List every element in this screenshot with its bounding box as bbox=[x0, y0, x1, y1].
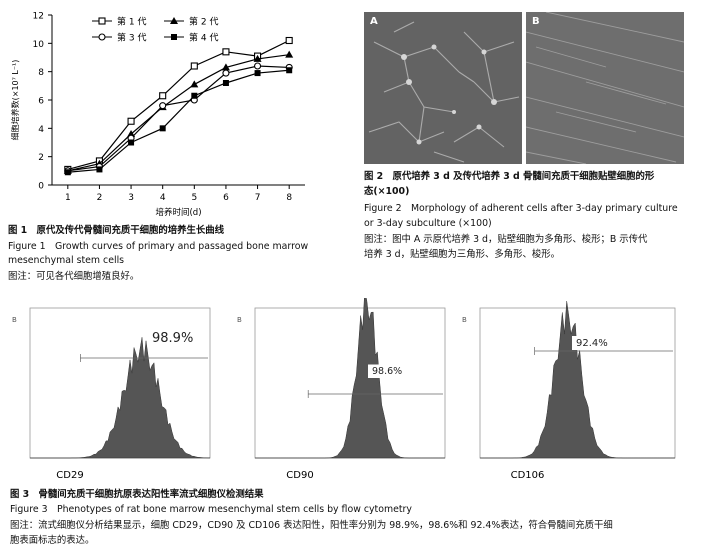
y-tick-label: 10 bbox=[33, 40, 45, 50]
percent-bg bbox=[148, 329, 195, 346]
legend-label: 第 1 代 bbox=[117, 16, 146, 28]
x-tick-label: 3 bbox=[128, 193, 134, 203]
marker-name: CD90 bbox=[286, 470, 313, 481]
micrograph-panel-b: B bbox=[526, 12, 684, 164]
marker-name: CD106 bbox=[511, 470, 545, 481]
square-marker bbox=[127, 117, 135, 125]
square-marker bbox=[98, 17, 106, 25]
panel-marker-label: B bbox=[237, 316, 242, 324]
x-tick-label: 8 bbox=[286, 193, 292, 203]
fig1-note: 图注：可见各代细胞增殖良好。 bbox=[8, 271, 140, 282]
x-tick-label: 7 bbox=[255, 193, 261, 203]
filled-square-marker bbox=[171, 34, 177, 40]
filled-square-marker bbox=[159, 125, 166, 132]
series-line bbox=[67, 54, 290, 172]
x-axis-title: 培养时间(d) bbox=[155, 207, 201, 218]
triangle-marker bbox=[253, 54, 262, 62]
fig1-caption-en-1: Figure 1 Growth curves of primary and pa… bbox=[8, 241, 309, 252]
fig2-caption-en-1: Figure 2 Morphology of adherent cells af… bbox=[364, 203, 678, 214]
x-tick-label: 1 bbox=[65, 193, 71, 203]
square-marker bbox=[285, 36, 293, 45]
fig3-note-1: 图注：流式细胞仪分析结果显示，细胞 CD29，CD90 及 CD106 表达阳性… bbox=[10, 520, 613, 531]
x-tick-label: 6 bbox=[223, 193, 229, 203]
fig3-caption-en: Figure 3 Phenotypes of rat bone marrow m… bbox=[10, 504, 412, 515]
circle-marker bbox=[222, 69, 230, 77]
square-marker bbox=[159, 92, 167, 100]
filled-square-marker bbox=[64, 169, 71, 176]
square-marker bbox=[222, 48, 230, 56]
fig1-caption-cn: 图 1 原代及传代骨髓间充质干细胞的培养生长曲线 bbox=[8, 225, 225, 236]
fig1-caption-en-2: mesenchymal stem cells bbox=[8, 255, 125, 266]
filled-square-marker bbox=[254, 70, 261, 77]
series-3 bbox=[64, 62, 293, 175]
series-4 bbox=[64, 67, 293, 176]
triangle-marker bbox=[127, 130, 136, 137]
triangle-marker bbox=[190, 80, 199, 88]
y-tick-label: 2 bbox=[38, 153, 44, 163]
triangle-marker bbox=[170, 17, 178, 24]
triangle-marker bbox=[221, 63, 230, 71]
panel-marker-label: B bbox=[12, 316, 17, 324]
triangle-marker bbox=[285, 50, 294, 58]
panel-b-label: B bbox=[532, 16, 540, 27]
x-tick-label: 4 bbox=[160, 193, 166, 203]
panel-marker-label: B bbox=[462, 316, 467, 324]
percent-label: 98.9% bbox=[152, 331, 193, 346]
histogram-panel-cd29: B 98.9% CD29 bbox=[12, 307, 211, 481]
micrograph-panel-a: A bbox=[364, 12, 522, 164]
y-tick-label: 0 bbox=[38, 182, 44, 192]
fig2-caption-cn-1: 图 2 原代培养 3 d 及传代培养 3 d 骨髓间充质干细胞贴壁细胞的形 bbox=[364, 171, 655, 182]
legend-item: 第 4 代 bbox=[164, 32, 218, 44]
series-line bbox=[67, 65, 290, 172]
legend-label: 第 3 代 bbox=[117, 32, 146, 44]
histogram-panel-cd106: B 92.4% CD106 bbox=[462, 300, 676, 481]
x-tick-label: 2 bbox=[97, 193, 103, 203]
histogram-fill bbox=[480, 300, 675, 459]
y-tick-label: 12 bbox=[33, 12, 44, 22]
percent-label: 92.4% bbox=[576, 338, 608, 349]
y-axis-title: 细胞培养数(×10⁷ L⁻¹) bbox=[10, 60, 20, 141]
histogram-fill bbox=[30, 337, 211, 459]
legend-item: 第 2 代 bbox=[164, 16, 218, 28]
filled-square-marker bbox=[222, 80, 229, 86]
percent-label: 98.6% bbox=[372, 366, 402, 377]
series-line bbox=[67, 69, 290, 173]
circle-marker bbox=[98, 33, 106, 41]
series-line bbox=[67, 39, 290, 170]
legend-item: 第 3 代 bbox=[92, 32, 146, 44]
fig2-caption-en-2: or 3-day subculture (×100) bbox=[364, 218, 492, 229]
x-tick-label: 5 bbox=[191, 193, 197, 203]
legend-item: 第 1 代 bbox=[92, 16, 146, 28]
filled-square-marker bbox=[128, 139, 135, 146]
circle-marker bbox=[159, 102, 167, 110]
filled-square-marker bbox=[191, 92, 198, 99]
y-tick-label: 8 bbox=[38, 68, 44, 78]
legend-label: 第 2 代 bbox=[189, 16, 218, 28]
square-marker bbox=[190, 62, 198, 70]
histogram-panel-cd90: B 98.6% CD90 bbox=[237, 298, 446, 481]
filled-square-marker bbox=[96, 166, 103, 173]
fig2-caption-cn-2: 态(×100) bbox=[364, 186, 410, 197]
panel-a-label: A bbox=[370, 16, 378, 27]
y-tick-label: 4 bbox=[38, 125, 44, 135]
legend-label: 第 4 代 bbox=[189, 32, 218, 44]
y-tick-label: 6 bbox=[38, 97, 44, 107]
fig3-caption-cn: 图 3 骨髓间充质干细胞抗原表达阳性率流式细胞仪检测结果 bbox=[10, 489, 264, 500]
percent-bg bbox=[368, 364, 403, 378]
marker-name: CD29 bbox=[56, 470, 83, 481]
fig2-note-2: 培养 3 d，贴壁细胞为三角形、多角形、梭形。 bbox=[364, 249, 561, 260]
flow-cytometry-histograms: B 98.9% CD29 B 98.6% CD90 B 92.4% CD106 bbox=[12, 298, 676, 481]
filled-square-marker bbox=[286, 67, 293, 74]
percent-bg bbox=[572, 336, 608, 350]
micrograph-b-image bbox=[526, 12, 684, 164]
fig2-note-1: 图注：图中 A 示原代培养 3 d，贴壁细胞为多角形、梭形；B 示传代 bbox=[364, 234, 648, 245]
circle-marker bbox=[254, 62, 262, 70]
fig3-note-2: 胞表面标志的表达。 bbox=[10, 535, 95, 546]
micrograph-a-image bbox=[364, 12, 522, 164]
histogram-fill bbox=[255, 298, 445, 459]
